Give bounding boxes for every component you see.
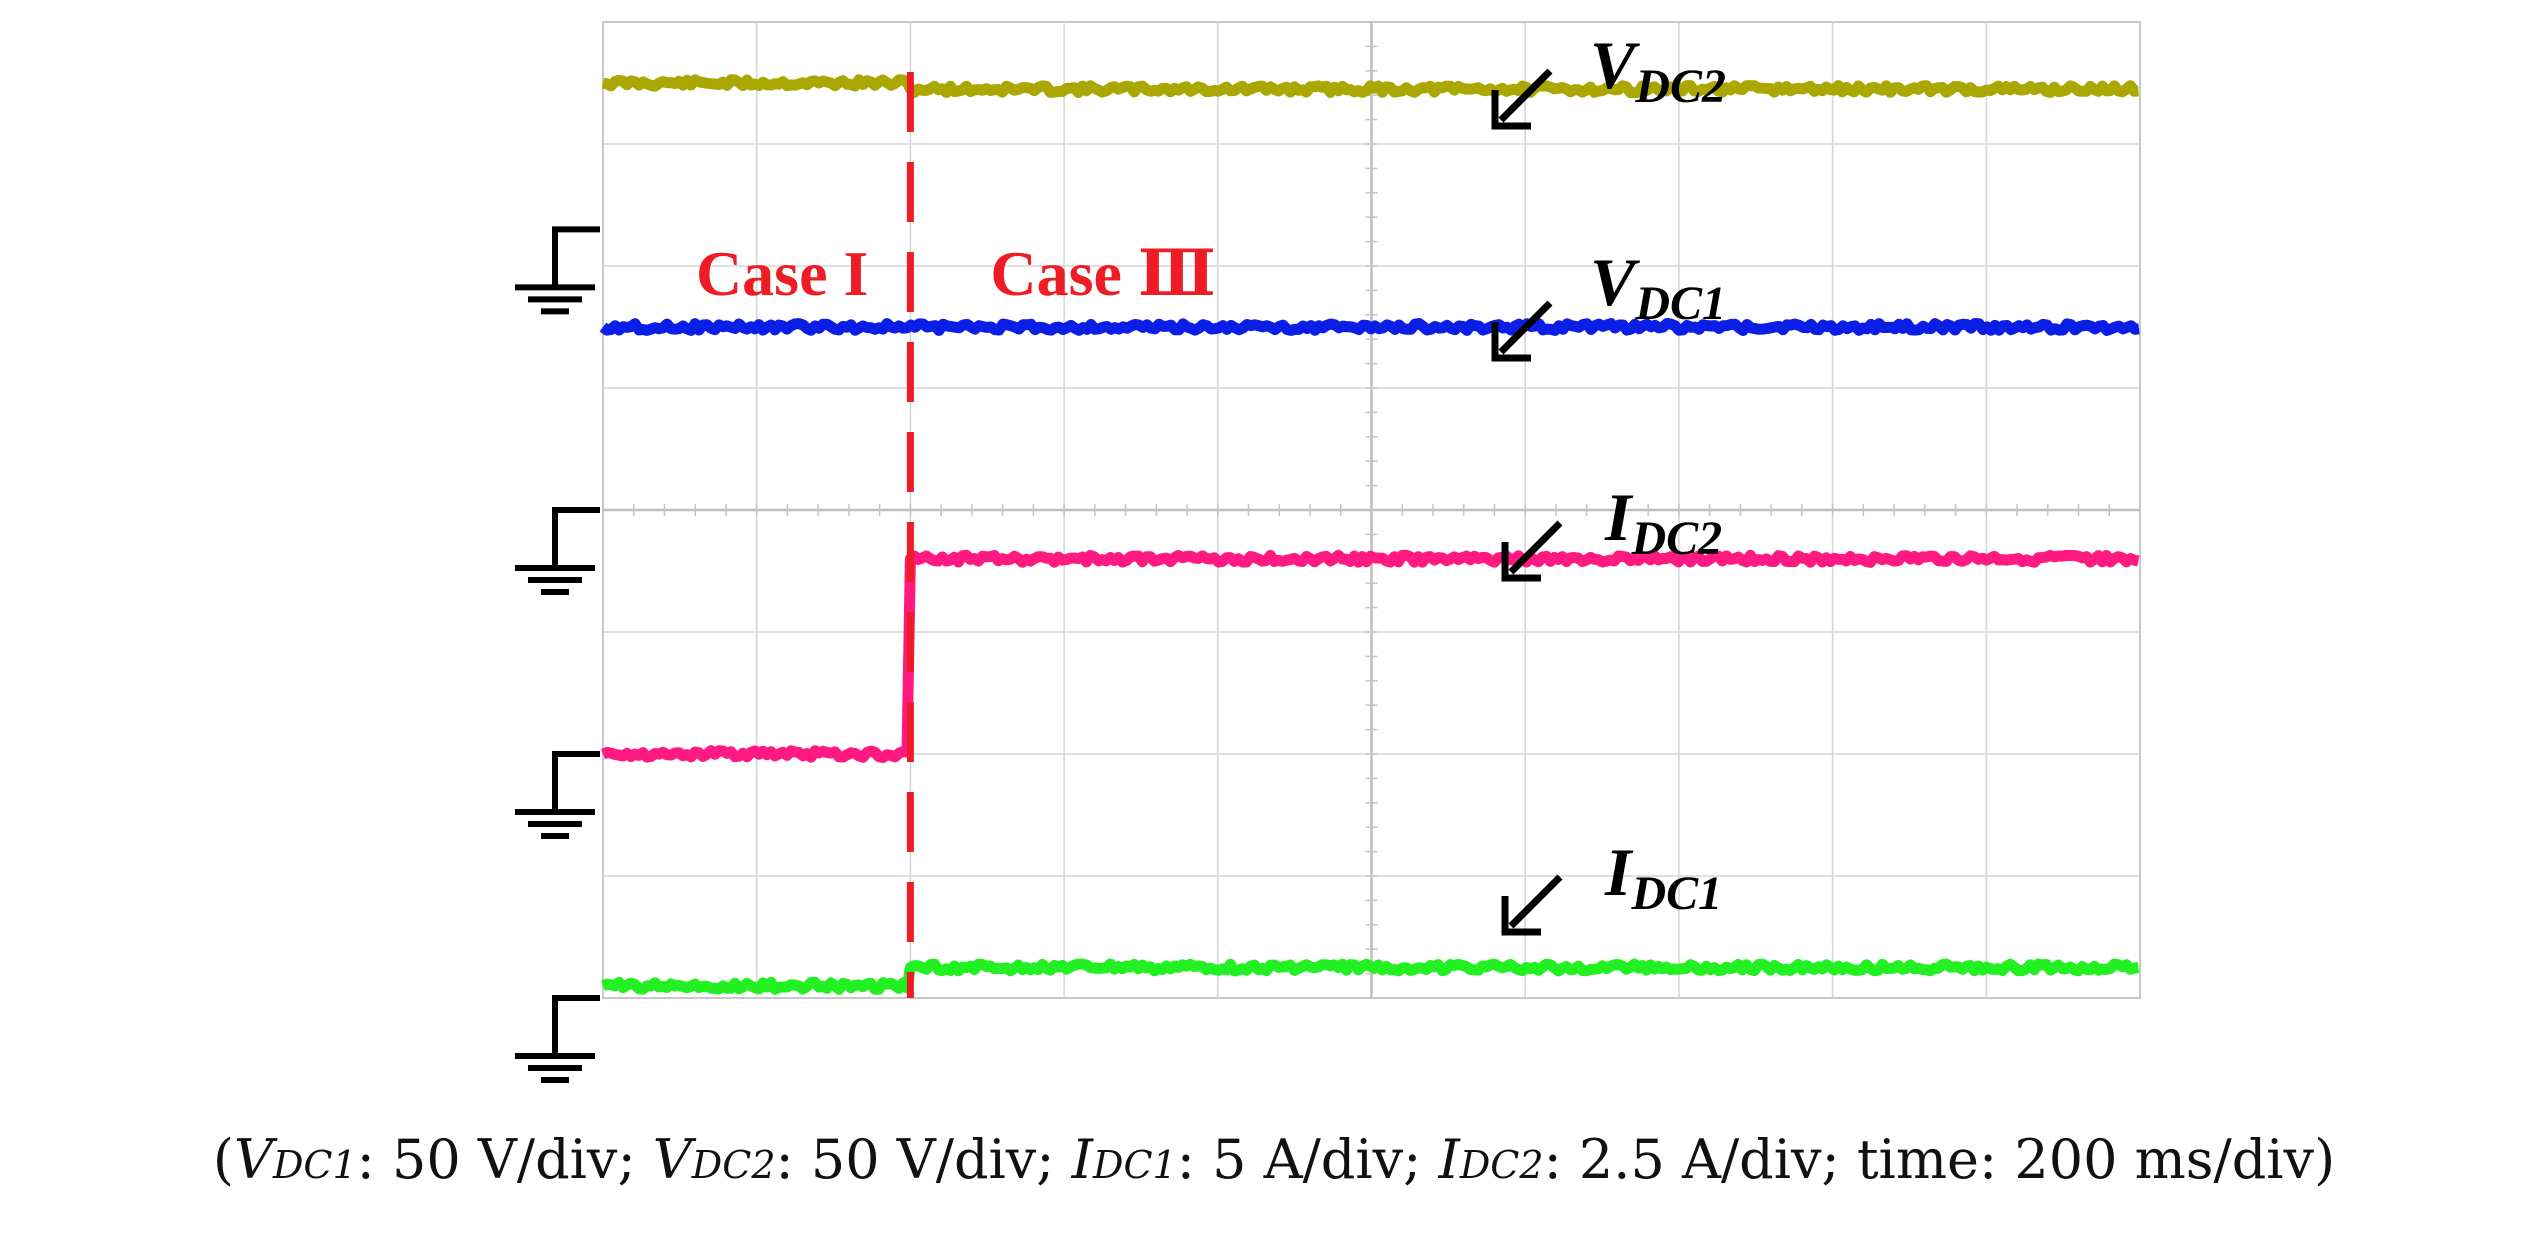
idc1-label-text: IDC1 [1604, 834, 1722, 920]
case-label-before: Case I [696, 238, 868, 309]
caption-idc2-scale: 2.5 A/div [1578, 1128, 1822, 1191]
vdc2-label-main: V [1590, 27, 1640, 103]
ground-symbol-icon [515, 995, 600, 1083]
caption-idc1-scale: 5 A/div [1212, 1128, 1404, 1191]
vdc1-label-text: VDC1 [1590, 244, 1726, 330]
arrow-head-icon [1501, 896, 1541, 936]
arrow-head-icon [1491, 322, 1531, 362]
idc2-label-subscript: DC2 [1630, 512, 1722, 565]
idc1-trace [600, 958, 2140, 995]
vdc2-label: VDC2 [1491, 27, 1726, 130]
vdc1-label: VDC1 [1491, 244, 1726, 362]
caption-vdc2-scale: 50 V/div [810, 1128, 1037, 1191]
scale-caption: (VDC1: 50 V/div; VDC2: 50 V/div; IDC1: 5… [212, 1128, 2336, 1191]
vdc1-label-main: V [1590, 244, 1640, 320]
ground-symbol-icon [515, 507, 600, 595]
ground-markers [515, 226, 600, 1083]
caption-time-label: time [1856, 1128, 1979, 1191]
caption-idc1-subscript: DC1 [1093, 1143, 1177, 1187]
case-labels: Case I Case Ⅲ [696, 238, 1216, 309]
vdc1-trace [599, 318, 2141, 336]
caption-vdc1-scale: 50 V/div [392, 1128, 618, 1191]
scope-grid [602, 21, 2141, 999]
arrow-head-icon [1491, 90, 1531, 130]
caption-close: ) [2314, 1128, 2336, 1191]
vdc1-label-subscript: DC1 [1634, 277, 1726, 330]
ground-lead [552, 751, 600, 812]
arrow-icon [1498, 68, 1553, 123]
arrow-head-icon [1501, 542, 1541, 582]
arrow-icon [1498, 300, 1553, 355]
scope-traces [599, 74, 2141, 995]
idc1-label: IDC1 [1501, 834, 1722, 936]
caption-vdc2-symbol: V [652, 1128, 692, 1191]
idc2-label: IDC2 [1501, 479, 1722, 582]
arrow-icon [1508, 520, 1563, 575]
vdc2-label-subscript: DC2 [1634, 60, 1726, 113]
vdc2-trace [601, 74, 2140, 99]
idc2-label-text: IDC2 [1604, 479, 1722, 565]
caption-idc2-subscript: DC2 [1459, 1143, 1544, 1187]
caption-time-scale: 200 ms/div [2014, 1128, 2315, 1191]
caption-open: ( [212, 1128, 234, 1191]
idc2-label-main: I [1604, 479, 1634, 555]
caption-idc1-symbol: I [1071, 1128, 1093, 1191]
ground-lead [552, 507, 600, 568]
ground-lead [552, 995, 600, 1056]
ground-symbol-icon [515, 226, 600, 315]
idc1-label-main: I [1604, 834, 1634, 910]
idc2-trace [601, 549, 2140, 763]
idc1-label-subscript: DC1 [1630, 867, 1722, 920]
caption-vdc2-subscript: DC2 [691, 1143, 776, 1187]
arrow-icon [1508, 874, 1563, 929]
ground-lead [552, 226, 600, 288]
vdc2-label-text: VDC2 [1590, 27, 1726, 113]
caption-vdc1-subscript: DC1 [272, 1143, 357, 1187]
caption-vdc1-symbol: V [233, 1128, 273, 1191]
case-label-after: Case Ⅲ [990, 238, 1215, 309]
caption-idc2-symbol: I [1438, 1128, 1460, 1191]
ground-symbol-icon [515, 751, 600, 839]
